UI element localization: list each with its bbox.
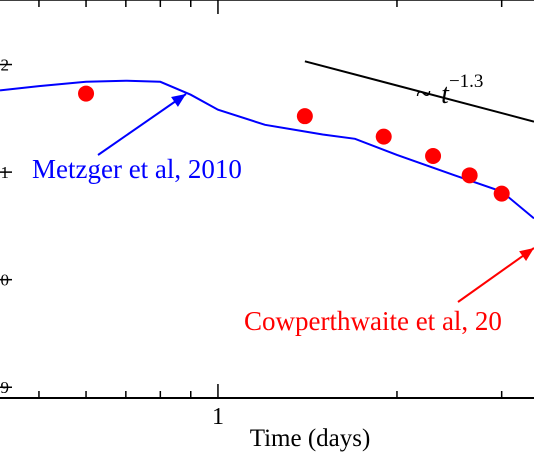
y-tick-label: -1 bbox=[0, 163, 9, 182]
y-ticks: 2 -1 0 9 bbox=[0, 56, 12, 397]
cowperthwaite-data-point bbox=[425, 147, 442, 164]
metzger-label: Metzger et al, 2010 bbox=[32, 154, 242, 184]
x-axis-label: Time (days) bbox=[250, 425, 371, 452]
cowperthwaite-data-point bbox=[461, 167, 478, 184]
cowperthwaite-arrow-head bbox=[519, 248, 534, 261]
cowperthwaite-label: Cowperthwaite et al, 20 bbox=[244, 306, 502, 336]
cowperthwaite-data-point bbox=[78, 85, 95, 102]
metzger-arrow bbox=[97, 93, 187, 156]
x-tick-label: 1 bbox=[212, 404, 224, 430]
metzger-model-line bbox=[0, 79, 534, 220]
y-tick-label: 2 bbox=[1, 56, 10, 75]
y-tick-label: 9 bbox=[1, 378, 10, 397]
series-layer bbox=[0, 60, 534, 220]
powerlaw-base: t bbox=[441, 79, 450, 110]
plot-frame bbox=[0, 0, 534, 399]
metzger-arrow-head bbox=[171, 94, 186, 107]
x-ticks: 1 bbox=[38, 0, 503, 430]
y-tick-label: 0 bbox=[1, 271, 10, 290]
powerlaw-exponent: −1.3 bbox=[449, 71, 483, 92]
cowperthwaite-data-point bbox=[493, 185, 510, 202]
powerlaw-prefix: ~ bbox=[416, 79, 431, 110]
cowperthwaite-data-point bbox=[375, 128, 392, 145]
powerlaw-label: ~ t−1.3 bbox=[416, 71, 483, 110]
cowperthwaite-data-point bbox=[296, 108, 313, 125]
annotation-arrows bbox=[97, 93, 534, 303]
cowperthwaite-arrow bbox=[457, 247, 534, 303]
powerlaw-reference-line bbox=[304, 60, 534, 123]
